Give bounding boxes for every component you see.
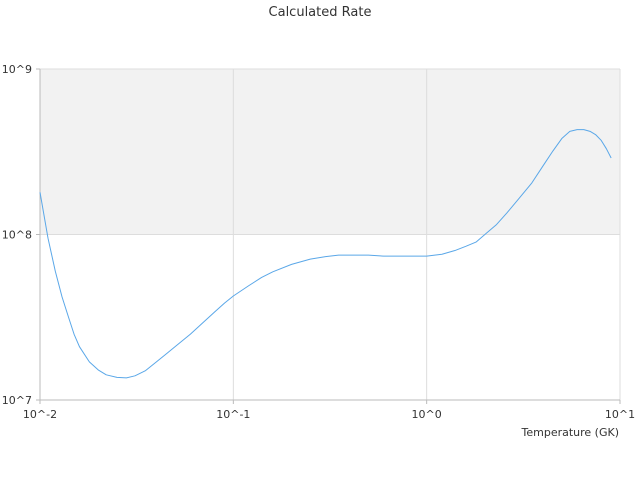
shaded-band [40,69,620,235]
y-tick-label: 10^8 [2,229,32,242]
series-line [39,129,612,379]
x-tick-label: 10^-1 [216,408,250,421]
x-tick-label: 10^1 [605,408,635,421]
plot-area: 10^-2 10^-1 10^0 10^1 10^7 10^8 10^9 [2,63,635,421]
y-tick-label: 10^9 [2,63,32,76]
x-tick-label: 10^-2 [23,408,57,421]
x-tick-label: 10^0 [412,408,442,421]
x-axis-title: Temperature (GK) [521,426,620,439]
chart-title: Calculated Rate [269,5,372,20]
y-tick-label: 10^7 [2,394,32,407]
